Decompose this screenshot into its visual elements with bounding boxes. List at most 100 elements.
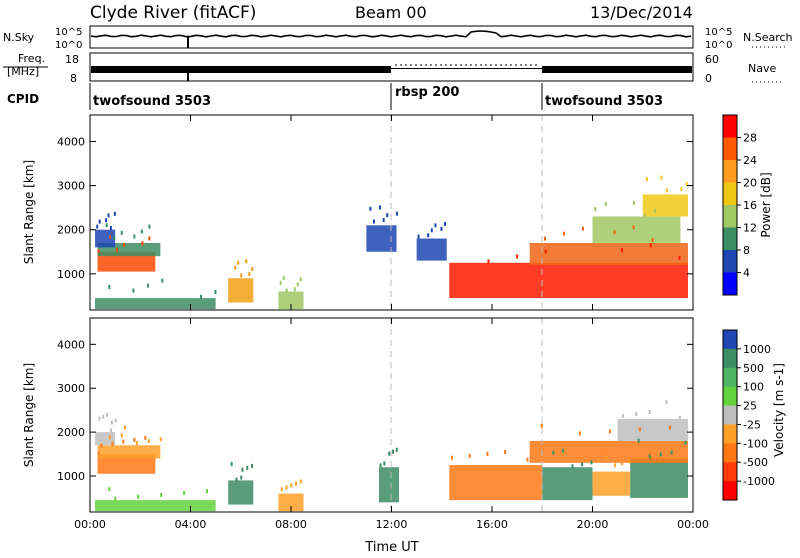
x-tick-label: 16:00 xyxy=(476,518,508,531)
scatter-point xyxy=(388,451,391,456)
scatter-point xyxy=(230,461,233,466)
scatter-point xyxy=(160,492,163,497)
colorbar-swatch xyxy=(723,227,737,251)
scatter-point xyxy=(161,278,164,283)
scatter-point xyxy=(578,431,581,436)
scatter-region xyxy=(97,454,156,474)
nave-label: Nave xyxy=(748,62,776,75)
scatter-point xyxy=(105,223,108,228)
scatter-point xyxy=(665,400,668,405)
freq-label-1: Freq. xyxy=(18,52,45,65)
scatter-point xyxy=(628,459,631,464)
scatter-region xyxy=(278,493,304,512)
y-tick-label: 4000 xyxy=(57,338,85,351)
scatter-point xyxy=(199,294,202,299)
scatter-point xyxy=(106,412,109,417)
scatter-point xyxy=(621,248,624,253)
colorbar-swatch xyxy=(723,272,737,296)
scatter-point xyxy=(369,206,372,211)
scatter-point xyxy=(205,489,208,494)
cpid-segment-2: rbsp 200 xyxy=(395,85,459,100)
scatter-point xyxy=(144,435,147,440)
scatter-point xyxy=(299,479,302,484)
colorbar-swatch xyxy=(723,137,737,161)
y-tick-label: 1000 xyxy=(57,268,85,281)
scatter-point xyxy=(516,254,519,259)
scatter-region xyxy=(95,229,116,248)
power-colorbar: 28 24 20 16 12 8 4 xyxy=(722,114,757,296)
x-tick-label: 00:00 xyxy=(74,518,106,531)
scatter-point xyxy=(251,463,254,468)
scatter-point xyxy=(132,288,135,293)
scatter-point xyxy=(395,211,398,216)
scatter-point xyxy=(621,413,624,418)
scatter-region xyxy=(366,225,397,252)
scatter-point xyxy=(293,287,296,292)
scatter-point xyxy=(638,427,641,432)
colorbar-tick-label: 25 xyxy=(743,400,757,413)
scatter-point xyxy=(632,225,635,230)
scatter-point xyxy=(141,241,144,246)
scatter-point xyxy=(660,175,663,180)
scatter-point xyxy=(383,461,386,466)
scatter-point xyxy=(137,494,140,499)
noise-right-tick-bottom: 10^0 xyxy=(705,40,732,51)
scatter-point xyxy=(604,455,607,460)
colorbar-swatch xyxy=(723,182,737,206)
scatter-point xyxy=(430,228,433,233)
scatter-point xyxy=(590,460,593,465)
freq-tick-bottom: 8 xyxy=(70,72,77,85)
scatter-point xyxy=(148,236,151,241)
velocity-data xyxy=(95,400,688,512)
scatter-region xyxy=(449,262,688,299)
scatter-region xyxy=(228,480,254,505)
x-tick-label: 00:00 xyxy=(677,518,709,531)
velocity-axes: 1000 2000 3000 4000 00:00 04:00 08:00 12:00 16:0… xyxy=(57,318,709,531)
scatter-point xyxy=(122,242,125,247)
scatter-point xyxy=(108,435,111,440)
power-ylabel: Slant Range [km] xyxy=(22,160,36,264)
y-tick-label: 3000 xyxy=(57,180,85,193)
scatter-point xyxy=(379,205,382,210)
scatter-point xyxy=(183,491,186,496)
scatter-region xyxy=(592,216,681,243)
scatter-region xyxy=(278,291,304,310)
scatter-point xyxy=(468,453,471,458)
noise-panel-frame xyxy=(89,25,694,49)
colorbar-tick-label: -100 xyxy=(743,437,768,450)
scatter-point xyxy=(621,461,624,466)
scatter-point xyxy=(110,420,113,425)
scatter-point xyxy=(113,235,116,240)
freq-bar-rbsp xyxy=(391,68,542,69)
scatter-point xyxy=(678,415,681,420)
x-axis-title: Time UT xyxy=(364,540,418,554)
scatter-point xyxy=(382,218,385,223)
scatter-point xyxy=(613,230,616,235)
scatter-point xyxy=(544,249,547,254)
colorbar-swatch xyxy=(723,367,737,388)
scatter-point xyxy=(120,433,123,438)
nave-tick-top: 60 xyxy=(705,53,719,66)
scatter-point xyxy=(632,200,635,205)
scatter-point xyxy=(146,283,149,288)
scatter-point xyxy=(245,259,248,264)
cpid-segment-3: twofsound 3503 xyxy=(545,94,663,109)
x-tick-label: 12:00 xyxy=(376,518,408,531)
scatter-point xyxy=(651,238,654,242)
scatter-point xyxy=(107,213,110,218)
scatter-point xyxy=(237,260,240,265)
noise-sky-trace xyxy=(90,30,692,38)
scatter-point xyxy=(684,440,687,445)
colorbar-tick-label: 28 xyxy=(743,132,757,145)
scatter-point xyxy=(543,236,546,241)
scatter-point xyxy=(296,282,299,287)
scatter-point xyxy=(214,289,217,294)
scatter-point xyxy=(148,224,151,229)
scatter-point xyxy=(97,249,100,254)
scatter-point xyxy=(240,475,243,480)
scatter-point xyxy=(648,454,651,459)
y-tick-label: 1000 xyxy=(57,470,85,483)
colorbar-tick-label: 1000 xyxy=(743,343,771,356)
scatter-point xyxy=(637,438,640,443)
scatter-point xyxy=(108,285,111,290)
